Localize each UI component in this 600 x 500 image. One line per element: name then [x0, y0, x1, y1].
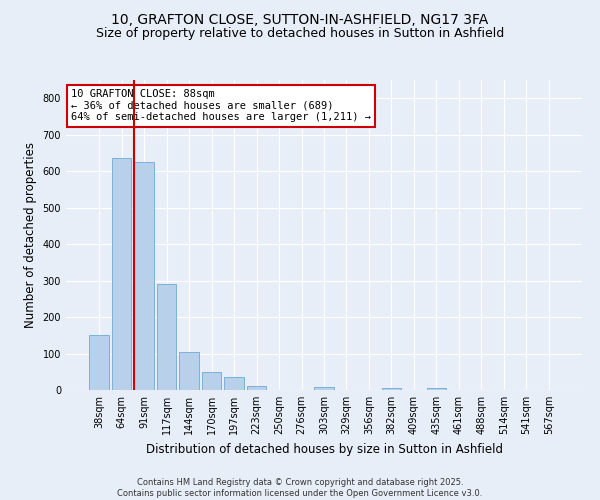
- Bar: [224, 377, 244, 390]
- Bar: [247, 386, 266, 390]
- Bar: [134, 162, 154, 390]
- Bar: [112, 158, 131, 390]
- Bar: [202, 372, 221, 390]
- Text: 10, GRAFTON CLOSE, SUTTON-IN-ASHFIELD, NG17 3FA: 10, GRAFTON CLOSE, SUTTON-IN-ASHFIELD, N…: [112, 12, 488, 26]
- Bar: [89, 336, 109, 390]
- Text: Contains HM Land Registry data © Crown copyright and database right 2025.
Contai: Contains HM Land Registry data © Crown c…: [118, 478, 482, 498]
- X-axis label: Distribution of detached houses by size in Sutton in Ashfield: Distribution of detached houses by size …: [146, 442, 503, 456]
- Text: Size of property relative to detached houses in Sutton in Ashfield: Size of property relative to detached ho…: [96, 28, 504, 40]
- Y-axis label: Number of detached properties: Number of detached properties: [24, 142, 37, 328]
- Text: 10 GRAFTON CLOSE: 88sqm
← 36% of detached houses are smaller (689)
64% of semi-d: 10 GRAFTON CLOSE: 88sqm ← 36% of detache…: [71, 90, 371, 122]
- Bar: [157, 284, 176, 390]
- Bar: [314, 387, 334, 390]
- Bar: [179, 352, 199, 390]
- Bar: [427, 388, 446, 390]
- Bar: [382, 388, 401, 390]
